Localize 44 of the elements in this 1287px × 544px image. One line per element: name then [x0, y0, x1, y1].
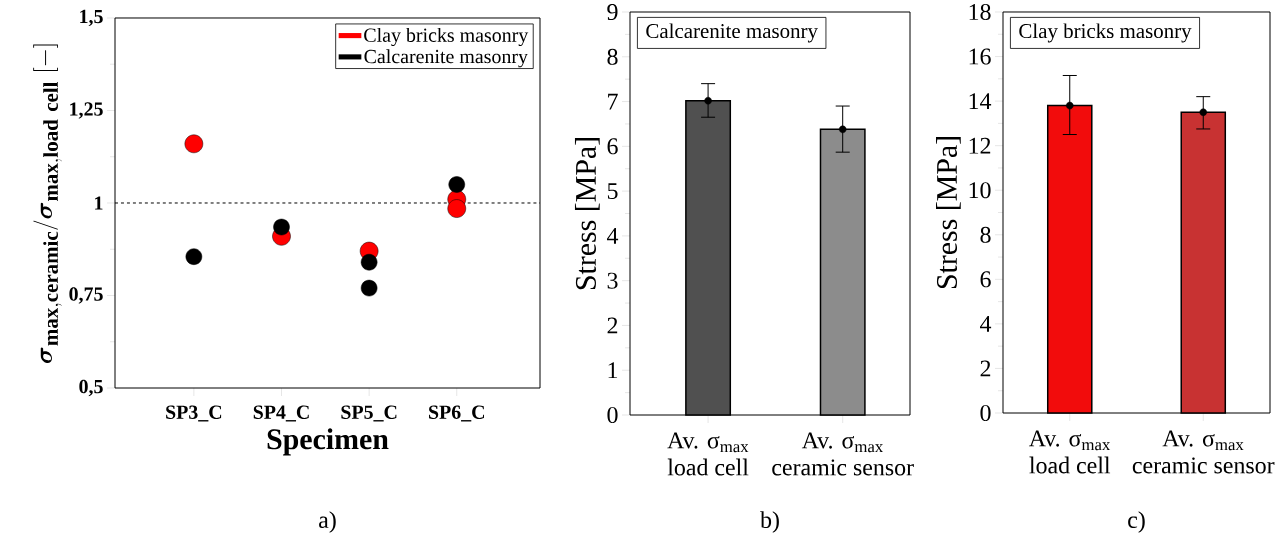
- y-axis-title: Stress [MPa]: [574, 138, 600, 290]
- y-tick-label: 0: [980, 404, 991, 422]
- y-tick-label: 1: [608, 362, 618, 379]
- x-tick-label: SP3_C: [166, 405, 222, 422]
- y-axis-title: $\boldsymbol{\sigma}_{\mathbf{max,ceramic}}/\boldsymbol{\sigma}_{\mathbf{max,load\ cell}}\ \mathbf{[-]}$: [33, 44, 62, 364]
- x-tick-label: Av. σ$_{max}$ load cell: [1028, 430, 1111, 474]
- y-tick-label: 9: [607, 3, 618, 21]
- x-tick-label: SP4_C: [253, 405, 309, 422]
- y-tick-label: 7: [608, 93, 618, 110]
- y-tick-label: 18: [969, 3, 991, 21]
- y-tick-label: 1,25: [70, 102, 103, 119]
- text: b): [760, 511, 779, 533]
- y-tick-label: 16: [969, 48, 991, 65]
- y-tick-label: 8: [980, 226, 991, 243]
- y-tick-label: 1: [95, 196, 103, 210]
- text: a): [319, 511, 336, 533]
- y-tick-label: 2: [980, 360, 991, 377]
- y-tick-label: 4: [980, 316, 992, 332]
- y-tick-label: 0,75: [69, 287, 103, 304]
- x-tick-label: Av. σ$_{max}$ ceramic sensor: [1132, 430, 1275, 474]
- x-axis-title: Specimen: [267, 428, 389, 456]
- y-tick-label: 2: [607, 317, 618, 334]
- x-tick-label: Av. σ$_{max}$ load cell: [667, 432, 749, 476]
- y-tick-label: 8: [607, 48, 618, 65]
- legend-label: Calcarenite masonry: [364, 49, 528, 68]
- y-tick-label: 10: [969, 182, 991, 199]
- y-tick-label: 6: [607, 138, 618, 155]
- chart-title: Clay bricks masonry: [1019, 23, 1192, 43]
- y-tick-label: 4: [607, 228, 619, 244]
- legend-label: Clay bricks masonry: [364, 27, 529, 47]
- y-tick-label: 14: [969, 93, 992, 109]
- y-tick-label: 6: [980, 271, 991, 288]
- y-tick-label: 1,5: [80, 9, 103, 27]
- chart-title: Calcarenite masonry: [646, 23, 818, 43]
- y-tick-label: 3: [607, 272, 618, 289]
- text: c): [1128, 511, 1145, 533]
- x-tick-label: SP5_C: [341, 405, 397, 422]
- y-tick-label: 0: [607, 406, 618, 424]
- x-tick-label: Av. σ$_{max}$ ceramic sensor: [772, 432, 914, 476]
- y-tick-label: 5: [607, 183, 618, 200]
- y-tick-label: 12: [969, 137, 991, 154]
- x-tick-label: SP6_C: [429, 405, 485, 422]
- y-tick-label: 0,5: [79, 379, 103, 397]
- y-axis-title: Stress [MPa]: [936, 137, 961, 289]
